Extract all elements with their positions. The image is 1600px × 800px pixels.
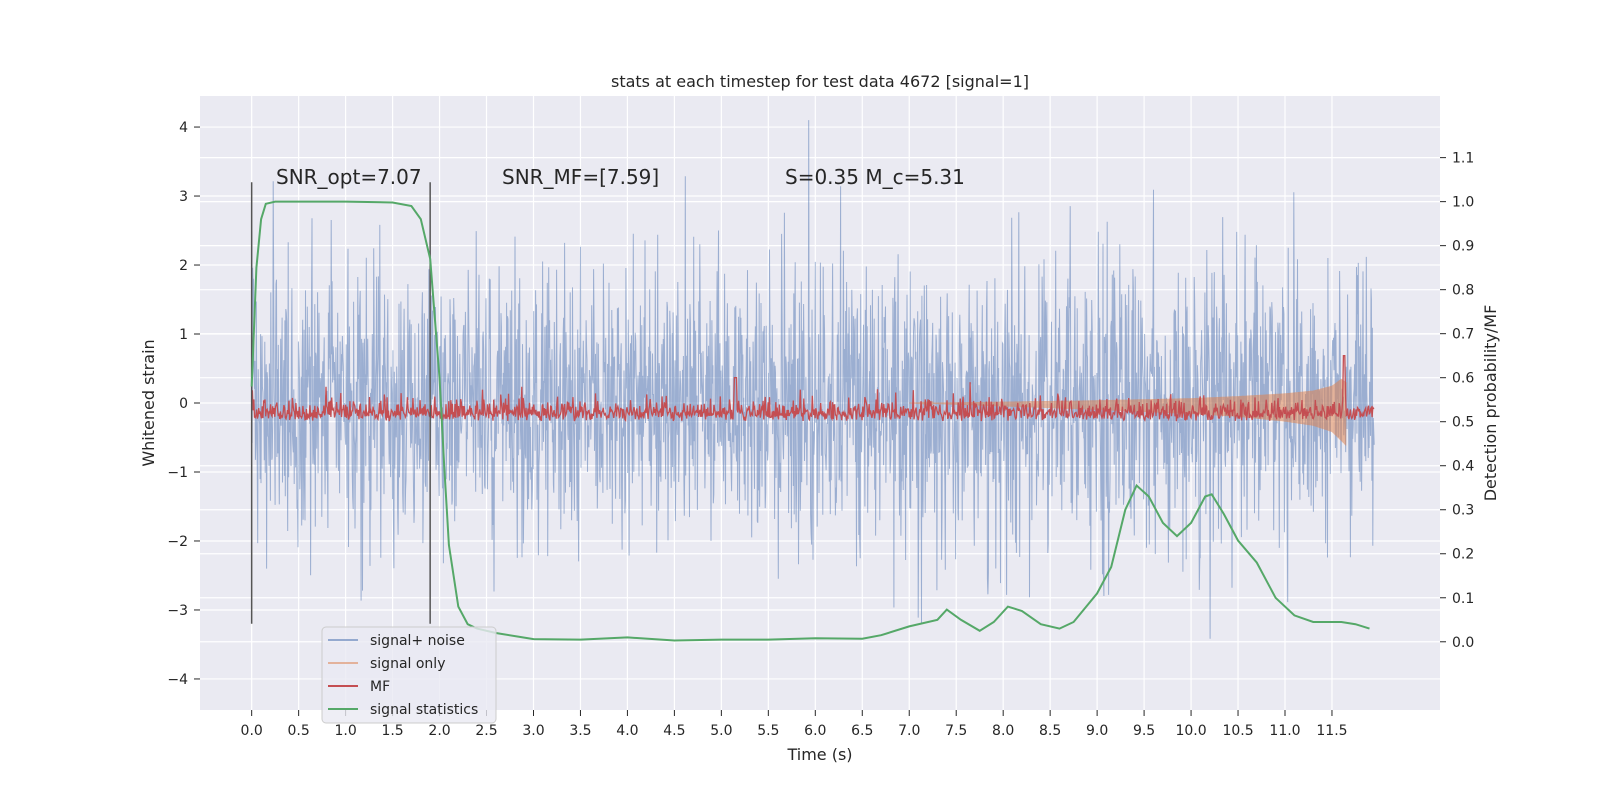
y-tick-label: 1 <box>179 327 188 343</box>
y-ticks: −4 −3 −2 −1 0 1 2 3 4 <box>167 120 200 688</box>
x-tick-label: 11.5 <box>1316 723 1347 739</box>
y-tick-label: 2 <box>179 258 188 274</box>
mf-series <box>251 355 1375 423</box>
x-tick-label: 0.0 <box>241 723 263 739</box>
x-axis-label: Time (s) <box>786 745 852 764</box>
chart-title: stats at each timestep for test data 467… <box>611 72 1029 91</box>
x-tick-label: 8.5 <box>1039 723 1061 739</box>
y2-tick-label: 1.0 <box>1452 195 1474 211</box>
y2-axis-label: Detection probability/MF <box>1481 305 1500 502</box>
y-tick-label: 3 <box>179 189 188 205</box>
x-tick-label: 11.0 <box>1269 723 1300 739</box>
x-tick-label: 2.0 <box>428 723 450 739</box>
x-tick-label: 8.0 <box>992 723 1014 739</box>
y2-tick-label: 0.2 <box>1452 547 1474 563</box>
x-tick-label: 5.0 <box>710 723 732 739</box>
y-tick-label: −1 <box>167 465 188 481</box>
y2-tick-label: 1.1 <box>1452 151 1474 167</box>
y-tick-label: −3 <box>167 603 188 619</box>
y2-tick-label: 0.8 <box>1452 283 1474 299</box>
y-tick-label: −4 <box>167 672 188 688</box>
annotation-snr-mf: SNR_MF=[7.59] <box>502 165 659 189</box>
x-tick-label: 10.5 <box>1222 723 1253 739</box>
y-tick-label: 4 <box>179 120 188 136</box>
annotation-s-mc: S=0.35 M_c=5.31 <box>785 165 965 189</box>
x-tick-label: 9.0 <box>1086 723 1108 739</box>
signal-plus-noise-series <box>251 120 1375 639</box>
y2-ticks: 0.0 0.1 0.2 0.3 0.4 0.5 0.6 0.7 0.8 0.9 1.0 1.1 <box>1440 151 1474 651</box>
legend-label-signal-statistics: signal statistics <box>370 702 478 718</box>
legend-box <box>321 626 497 724</box>
y-tick-label: 0 <box>179 396 188 412</box>
y2-tick-label: 0.1 <box>1452 591 1474 607</box>
y2-tick-label: 0.4 <box>1452 459 1474 475</box>
x-tick-label: 1.5 <box>381 723 403 739</box>
y2-tick-label: 0.3 <box>1452 503 1474 519</box>
x-tick-label: 2.5 <box>475 723 497 739</box>
x-tick-label: 6.5 <box>851 723 873 739</box>
y2-tick-label: 0.0 <box>1452 635 1474 651</box>
legend-label-signal-only: signal only <box>370 656 445 672</box>
signal-statistics-series <box>250 200 1370 642</box>
x-tick-label: 4.0 <box>616 723 638 739</box>
signal-statistics-line <box>250 200 1370 642</box>
annotations: SNR_opt=7.07 SNR_MF=[7.59] S=0.35 M_c=5.… <box>276 165 965 189</box>
y2-tick-label: 0.9 <box>1452 239 1474 255</box>
signal-plus-noise-line <box>251 120 1375 639</box>
x-tick-label: 0.5 <box>288 723 310 739</box>
y-axis-label: Whitened strain <box>139 339 158 466</box>
x-tick-label: 7.5 <box>945 723 967 739</box>
x-tick-label: 9.5 <box>1133 723 1155 739</box>
x-tick-label: 3.5 <box>569 723 591 739</box>
legend: signal+ noise signal only MF signal stat… <box>321 626 497 724</box>
y2-tick-label: 0.7 <box>1452 327 1474 343</box>
legend-label-mf: MF <box>370 679 390 695</box>
legend-label-signal-plus-noise: signal+ noise <box>370 633 465 649</box>
x-tick-label: 5.5 <box>757 723 779 739</box>
mf-line <box>251 355 1375 423</box>
x-tick-label: 1.0 <box>334 723 356 739</box>
y-tick-label: −2 <box>167 534 188 550</box>
x-tick-label: 6.0 <box>804 723 826 739</box>
x-tick-label: 7.0 <box>898 723 920 739</box>
x-tick-label: 3.0 <box>522 723 544 739</box>
x-tick-label: 10.0 <box>1175 723 1206 739</box>
y2-tick-label: 0.5 <box>1452 415 1474 431</box>
x-ticks: 0.0 0.5 1.0 1.5 2.0 2.5 3.0 3.5 4.0 4.5 5.0 5.5 6.0 6… <box>241 710 1348 739</box>
annotation-snr-opt: SNR_opt=7.07 <box>276 165 422 189</box>
x-tick-label: 4.5 <box>663 723 685 739</box>
y2-tick-label: 0.6 <box>1452 371 1474 387</box>
